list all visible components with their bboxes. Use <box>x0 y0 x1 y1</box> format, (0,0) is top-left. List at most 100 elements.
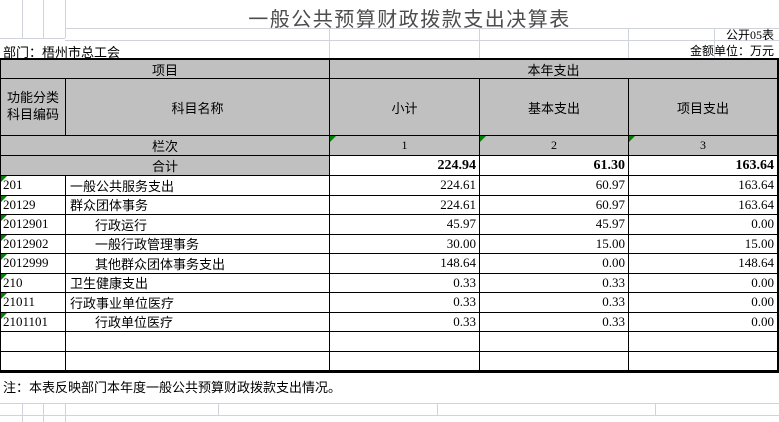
row-project-cell[interactable]: 148.64 <box>629 254 778 274</box>
error-indicator-icon <box>1 254 7 260</box>
header-function-code-line1: 功能分类 <box>6 90 59 106</box>
header-subject-name[interactable]: 科目名称 <box>66 79 330 136</box>
row-code-cell[interactable]: 210 <box>1 273 66 293</box>
column-index-2: 2 <box>551 138 557 152</box>
row-basic-cell[interactable] <box>480 351 629 371</box>
row-subtotal-cell[interactable]: 30.00 <box>330 234 480 254</box>
row-project: 163.64 <box>738 196 774 212</box>
row-project-cell[interactable]: 0.00 <box>629 312 778 332</box>
row-name-cell[interactable]: 一般行政管理事务 <box>66 234 330 254</box>
row-basic-cell[interactable]: 60.97 <box>480 195 629 215</box>
gridline <box>65 0 66 38</box>
row-basic-cell[interactable]: 0.33 <box>480 312 629 332</box>
row-code: 21011 <box>3 294 36 310</box>
row-code-cell[interactable]: 20129 <box>1 195 66 215</box>
row-basic-cell[interactable]: 45.97 <box>480 215 629 235</box>
row-name-cell[interactable] <box>66 351 330 371</box>
column-index-3-cell[interactable]: 3 <box>629 136 778 156</box>
row-subtotal-cell[interactable]: 0.33 <box>330 273 480 293</box>
row-basic-cell[interactable]: 0.33 <box>480 273 629 293</box>
row-code-cell[interactable]: 2012902 <box>1 234 66 254</box>
error-indicator-icon <box>1 293 7 299</box>
row-basic-cell[interactable] <box>480 332 629 352</box>
total-subtotal-cell[interactable]: 224.94 <box>330 156 480 176</box>
row-code-cell[interactable]: 201 <box>1 176 66 196</box>
header-year-expenditure-group[interactable]: 本年支出 <box>330 60 778 79</box>
row-project-cell[interactable]: 15.00 <box>629 234 778 254</box>
error-indicator-icon <box>330 136 336 142</box>
row-project: 15.00 <box>744 235 774 251</box>
row-name-cell[interactable]: 行政运行 <box>66 215 330 235</box>
row-project-cell[interactable]: 0.00 <box>629 273 778 293</box>
error-indicator-icon <box>1 195 7 202</box>
column-index-1-cell[interactable]: 1 <box>330 136 480 156</box>
row-code: 2012902 <box>3 235 49 251</box>
total-row-label[interactable]: 合计 <box>1 156 330 176</box>
total-project-cell[interactable]: 163.64 <box>629 156 778 176</box>
row-subtotal-cell[interactable] <box>330 351 480 371</box>
row-project-cell[interactable] <box>629 351 778 371</box>
unit-label: 金额单位：万元 <box>689 44 774 58</box>
header-project-group[interactable]: 项目 <box>1 60 330 79</box>
row-name-cell[interactable]: 卫生健康支出 <box>66 273 330 293</box>
row-subtotal-cell[interactable] <box>330 332 480 352</box>
header-basic-expenditure[interactable]: 基本支出 <box>480 79 629 136</box>
row-subtotal: 148.64 <box>440 255 476 271</box>
row-subtotal-cell[interactable]: 224.61 <box>330 195 480 215</box>
row-code-cell[interactable] <box>1 351 66 371</box>
row-code-cell[interactable]: 2012901 <box>1 215 66 235</box>
gridline <box>65 40 779 41</box>
header-column-row-label[interactable]: 栏次 <box>1 136 330 156</box>
row-name: 卫生健康支出 <box>70 276 149 292</box>
row-name-cell[interactable]: 行政单位医疗 <box>66 312 330 332</box>
row-project: 163.64 <box>738 177 774 193</box>
row-name: 一般行政管理事务 <box>95 237 200 253</box>
row-code-cell[interactable] <box>1 332 66 352</box>
gridline <box>714 28 715 58</box>
row-subtotal: 30.00 <box>446 235 476 251</box>
row-name: 其他群众团体事务支出 <box>95 256 226 272</box>
row-subtotal: 0.33 <box>453 274 476 290</box>
header-subtotal[interactable]: 小计 <box>330 79 480 136</box>
gridline <box>329 28 330 58</box>
row-code-cell[interactable]: 2101101 <box>1 312 66 332</box>
row-project-cell[interactable]: 0.00 <box>629 215 778 235</box>
row-name-cell[interactable]: 群众团体事务 <box>66 195 330 215</box>
row-basic: 15.00 <box>595 235 625 251</box>
row-basic-cell[interactable]: 60.97 <box>480 176 629 196</box>
row-name-cell[interactable]: 其他群众团体事务支出 <box>66 254 330 274</box>
error-indicator-icon <box>1 176 7 182</box>
row-basic: 60.97 <box>595 177 625 193</box>
header-project-expenditure[interactable]: 项目支出 <box>629 79 778 136</box>
header-function-code-line2: 科目编码 <box>6 107 59 122</box>
column-index-2-cell[interactable]: 2 <box>480 136 629 156</box>
row-name-cell[interactable] <box>66 332 330 352</box>
row-subtotal-cell[interactable]: 0.33 <box>330 312 480 332</box>
row-project: 0.00 <box>751 313 774 329</box>
row-project-cell[interactable]: 0.00 <box>629 293 778 313</box>
row-code-cell[interactable]: 2012999 <box>1 254 66 274</box>
row-project: 148.64 <box>738 255 774 271</box>
header-function-code[interactable]: 功能分类 科目编码 <box>1 79 66 136</box>
row-name-cell[interactable]: 一般公共服务支出 <box>66 176 330 196</box>
row-subtotal-cell[interactable]: 148.64 <box>330 254 480 274</box>
row-basic-cell[interactable]: 15.00 <box>480 234 629 254</box>
row-project-cell[interactable]: 163.64 <box>629 176 778 196</box>
row-project-cell[interactable] <box>629 332 778 352</box>
row-code-cell[interactable]: 21011 <box>1 293 66 313</box>
row-code: 201 <box>3 177 23 193</box>
row-subtotal-cell[interactable]: 224.61 <box>330 176 480 196</box>
row-basic-cell[interactable]: 0.33 <box>480 293 629 313</box>
row-subtotal-cell[interactable]: 0.33 <box>330 293 480 313</box>
report-title: 一般公共预算财政拨款支出决算表 <box>248 9 571 31</box>
row-name-cell[interactable]: 行政事业单位医疗 <box>66 293 330 313</box>
error-indicator-icon <box>1 234 7 241</box>
error-indicator-icon <box>1 215 7 221</box>
row-subtotal-cell[interactable]: 45.97 <box>330 215 480 235</box>
row-basic-cell[interactable]: 0.00 <box>480 254 629 274</box>
column-index-1: 1 <box>401 138 408 152</box>
total-basic-cell[interactable]: 61.30 <box>480 156 629 176</box>
row-code: 20129 <box>3 196 36 212</box>
row-code: 2012999 <box>3 255 49 271</box>
row-project-cell[interactable]: 163.64 <box>629 195 778 215</box>
